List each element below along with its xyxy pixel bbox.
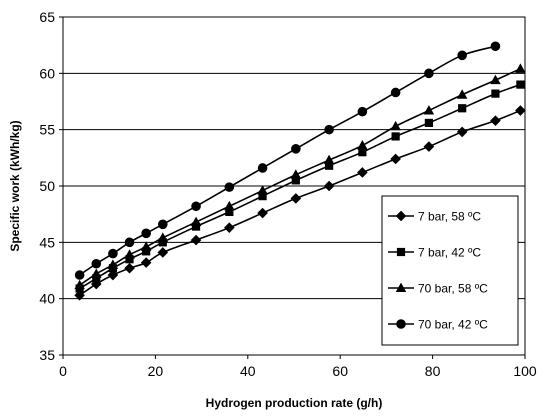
legend: 7 bar, 58 ºC 7 bar, 42 ºC 70 bar, 58 ºC 70 … [381, 195, 519, 346]
data-point-triangle [157, 232, 169, 242]
data-point-square [424, 118, 434, 128]
y-tick-label: 35 [39, 347, 55, 363]
data-point-diamond [157, 247, 169, 258]
y-tick-label: 65 [39, 9, 55, 25]
data-point-diamond [107, 269, 119, 281]
data-point-triangle [490, 74, 501, 85]
x-tick-label: 0 [59, 363, 67, 379]
data-point-circle [490, 41, 501, 52]
data-point-diamond [456, 126, 468, 138]
data-point-circle [124, 237, 135, 248]
legend-item: 70 bar, 42 ºC [388, 318, 488, 332]
data-point-diamond [390, 153, 401, 165]
legend-marker-square [396, 247, 406, 257]
y-tick-label: 45 [39, 234, 55, 250]
data-point-circle [224, 182, 235, 192]
data-point-triangle [224, 200, 235, 211]
data-point-square [358, 148, 367, 157]
x-tick-label: 100 [513, 363, 537, 379]
x-axis-title: Hydrogen production rate (g/h) [206, 396, 383, 410]
data-point-triangle [140, 241, 152, 251]
series-circle [74, 41, 501, 280]
data-point-triangle [456, 89, 468, 99]
data-point-diamond [490, 115, 501, 126]
data-point-diamond [124, 262, 135, 274]
data-point-diamond [74, 289, 85, 301]
x-tick-label: 80 [425, 363, 441, 379]
data-point-circle [390, 87, 401, 98]
data-point-circle [108, 248, 118, 259]
data-point-triangle [91, 268, 102, 278]
legend-item: 7 bar, 42 ºC [388, 246, 481, 260]
data-point-circle [457, 50, 467, 61]
data-point-diamond [357, 167, 368, 178]
data-point-circle [324, 124, 334, 135]
data-point-square [391, 132, 400, 141]
legend-label: 7 bar, 58 ºC [418, 210, 481, 224]
data-point-square [491, 89, 500, 98]
data-point-circle [157, 219, 168, 230]
legend-label: 70 bar, 42 ºC [418, 318, 488, 332]
legend-item: 7 bar, 58 ºC [388, 210, 481, 224]
data-point-square [516, 80, 525, 89]
data-point-circle [191, 201, 201, 212]
data-point-diamond [423, 141, 435, 152]
legend-box [381, 195, 519, 346]
data-point-diamond [290, 193, 302, 204]
legend-marker-diamond [395, 210, 407, 222]
data-point-diamond [224, 222, 235, 233]
series-diamond [74, 105, 526, 301]
axis-ticks: 35 40 45 50 55 60 65 0 20 40 60 80 100 [39, 9, 536, 379]
y-tick-label: 60 [39, 65, 55, 81]
data-point-circle [424, 68, 434, 79]
data-point-triangle [515, 63, 526, 73]
y-tick-label: 50 [39, 178, 55, 194]
data-point-square [458, 104, 467, 113]
data-point-circle [141, 228, 151, 239]
y-tick-label: 40 [39, 291, 55, 307]
data-point-diamond [257, 207, 268, 219]
data-point-triangle [323, 154, 335, 165]
legend-marker-triangle [395, 282, 407, 293]
data-point-triangle [107, 259, 119, 269]
data-point-triangle [190, 216, 202, 227]
x-tick-label: 40 [240, 363, 256, 379]
series-square [75, 80, 525, 293]
y-axis-title: Specific work (kWh/kg) [8, 120, 22, 251]
data-point-triangle [74, 279, 85, 290]
series-group [74, 41, 526, 301]
data-point-circle [291, 144, 301, 154]
data-point-triangle [257, 185, 268, 195]
data-point-circle [357, 106, 368, 117]
data-point-diamond [140, 257, 152, 268]
data-point-triangle [124, 249, 135, 259]
series-line [79, 45, 496, 276]
data-point-diamond [323, 180, 335, 192]
legend-label: 70 bar, 58 ºC [418, 282, 488, 296]
data-point-circle [74, 270, 85, 280]
x-tick-label: 20 [148, 363, 164, 379]
data-point-triangle [423, 105, 435, 115]
data-point-triangle [290, 169, 302, 179]
legend-label: 7 bar, 42 ºC [418, 246, 481, 260]
x-tick-label: 60 [332, 363, 348, 379]
data-point-circle [91, 258, 102, 269]
data-point-triangle [390, 120, 401, 131]
legend-marker-circle [396, 319, 406, 329]
data-point-circle [257, 163, 268, 173]
data-point-diamond [190, 234, 202, 246]
data-point-diamond [515, 105, 526, 116]
y-tick-label: 55 [39, 122, 55, 138]
legend-item: 70 bar, 58 ºC [388, 282, 488, 296]
data-point-triangle [357, 140, 368, 150]
series-triangle [74, 63, 526, 290]
